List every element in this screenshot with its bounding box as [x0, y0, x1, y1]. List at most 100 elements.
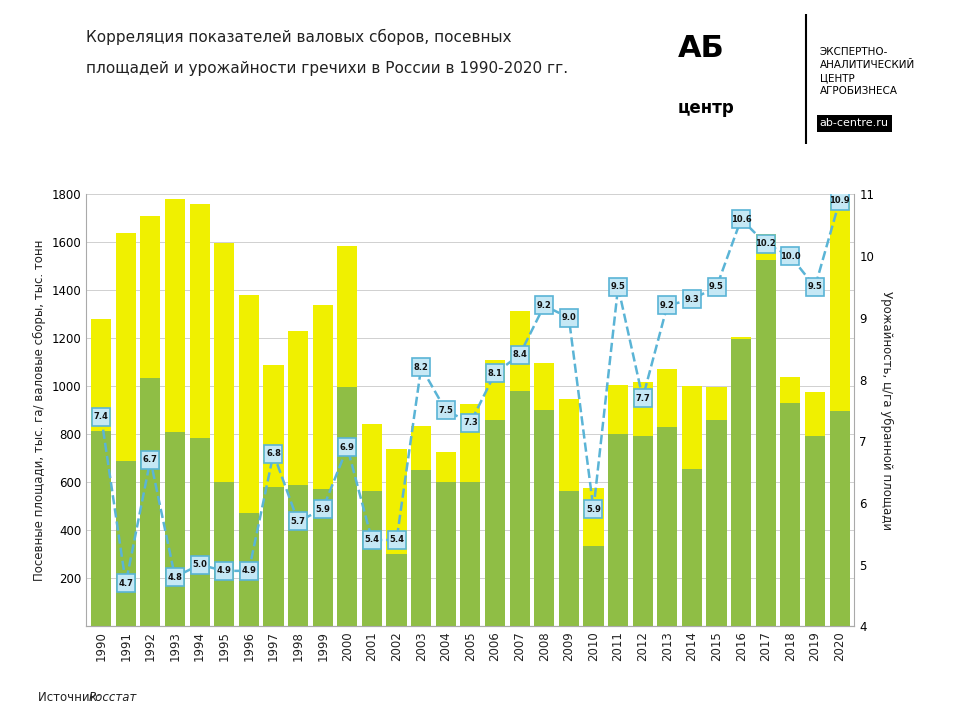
Bar	[387, 449, 407, 626]
Bar	[707, 420, 727, 626]
Text: 4.9: 4.9	[217, 567, 231, 575]
Text: 5.9: 5.9	[315, 505, 330, 513]
Bar	[732, 337, 752, 626]
Bar	[485, 361, 505, 626]
Bar	[633, 382, 653, 626]
Text: 7.4: 7.4	[94, 412, 108, 421]
Bar	[436, 452, 456, 626]
Text: 8.2: 8.2	[414, 363, 428, 372]
Text: 8.4: 8.4	[513, 351, 527, 359]
Bar	[584, 488, 604, 626]
Bar	[584, 546, 604, 626]
Bar	[732, 339, 752, 626]
Text: Корреляция показателей валовых сборов, посевных: Корреляция показателей валовых сборов, п…	[86, 29, 512, 45]
Text: 5.9: 5.9	[586, 505, 601, 513]
Bar	[804, 392, 825, 626]
Text: Росстат: Росстат	[88, 691, 136, 704]
Bar	[559, 491, 579, 626]
Bar	[263, 364, 283, 626]
Text: 8.1: 8.1	[488, 369, 502, 378]
Bar	[313, 305, 333, 626]
Bar	[707, 387, 727, 626]
Bar	[658, 427, 678, 626]
Bar	[214, 243, 234, 626]
Text: 9.5: 9.5	[709, 282, 724, 292]
Bar	[658, 369, 678, 626]
Bar	[288, 485, 308, 626]
Legend: валовые сборы, тыс. тонн, посевные площади, тыс. га, урожайность, ц/га убранной : валовые сборы, тыс. тонн, посевные площа…	[78, 719, 786, 720]
Text: 10.9: 10.9	[829, 196, 850, 205]
Bar	[116, 462, 136, 626]
Bar	[263, 487, 283, 626]
Bar	[337, 246, 357, 626]
Text: 5.0: 5.0	[192, 560, 207, 570]
Bar	[189, 204, 209, 626]
Text: 9.3: 9.3	[684, 294, 699, 304]
Bar	[682, 387, 702, 626]
Bar	[116, 233, 136, 626]
Bar	[91, 319, 111, 626]
Bar	[756, 234, 776, 626]
Text: 9.5: 9.5	[807, 282, 823, 292]
Text: 6.8: 6.8	[266, 449, 281, 458]
Bar	[165, 199, 185, 626]
Text: 7.5: 7.5	[439, 406, 453, 415]
Bar	[362, 424, 382, 626]
Bar	[608, 434, 628, 626]
Bar	[239, 513, 259, 626]
Bar	[288, 331, 308, 626]
Bar	[780, 403, 801, 626]
Text: 9.2: 9.2	[537, 301, 552, 310]
Text: Источник:: Источник:	[38, 691, 105, 704]
Y-axis label: Урожайность, ц/га убранной площади: Урожайность, ц/га убранной площади	[879, 291, 893, 530]
Bar	[460, 404, 481, 626]
Text: 10.2: 10.2	[756, 239, 776, 248]
Text: 10.6: 10.6	[731, 215, 752, 224]
Bar	[460, 482, 481, 626]
Bar	[780, 377, 801, 626]
Text: 9.5: 9.5	[611, 282, 626, 292]
Bar	[829, 201, 850, 626]
Text: 10.0: 10.0	[780, 251, 801, 261]
Bar	[140, 215, 160, 626]
Text: 6.7: 6.7	[143, 455, 157, 464]
Bar	[140, 377, 160, 626]
Bar	[436, 482, 456, 626]
Text: площадей и урожайности гречихи в России в 1990-2020 гг.: площадей и урожайности гречихи в России …	[86, 61, 568, 76]
Bar	[411, 470, 431, 626]
Bar	[608, 385, 628, 626]
Bar	[165, 433, 185, 626]
Bar	[559, 399, 579, 626]
Text: 9.0: 9.0	[562, 313, 576, 323]
Text: 4.9: 4.9	[241, 567, 256, 575]
Bar	[804, 436, 825, 626]
Bar	[411, 426, 431, 626]
Bar	[534, 410, 554, 626]
Bar	[510, 392, 530, 626]
Text: 4.7: 4.7	[118, 579, 133, 588]
Bar	[362, 491, 382, 626]
Text: 5.4: 5.4	[389, 536, 404, 544]
Bar	[214, 482, 234, 626]
Text: АБ: АБ	[678, 34, 724, 63]
Bar	[510, 311, 530, 626]
Bar	[239, 295, 259, 626]
Text: 5.4: 5.4	[365, 536, 379, 544]
Bar	[91, 431, 111, 626]
Text: 9.2: 9.2	[660, 301, 675, 310]
Text: 4.8: 4.8	[168, 572, 182, 582]
Text: ab-centre.ru: ab-centre.ru	[820, 119, 889, 128]
Bar	[633, 436, 653, 626]
Text: 7.3: 7.3	[463, 418, 478, 427]
Text: 7.7: 7.7	[636, 394, 650, 402]
Bar	[682, 469, 702, 626]
Text: 6.9: 6.9	[340, 443, 355, 452]
Bar	[313, 490, 333, 626]
Bar	[756, 260, 776, 626]
Bar	[534, 363, 554, 626]
Bar	[485, 420, 505, 626]
Text: 5.7: 5.7	[291, 517, 305, 526]
Y-axis label: Посевные площади, тыс. га/ валовые сборы, тыс. тонн: Посевные площади, тыс. га/ валовые сборы…	[34, 240, 46, 581]
Text: центр: центр	[678, 99, 734, 117]
Bar	[189, 438, 209, 626]
